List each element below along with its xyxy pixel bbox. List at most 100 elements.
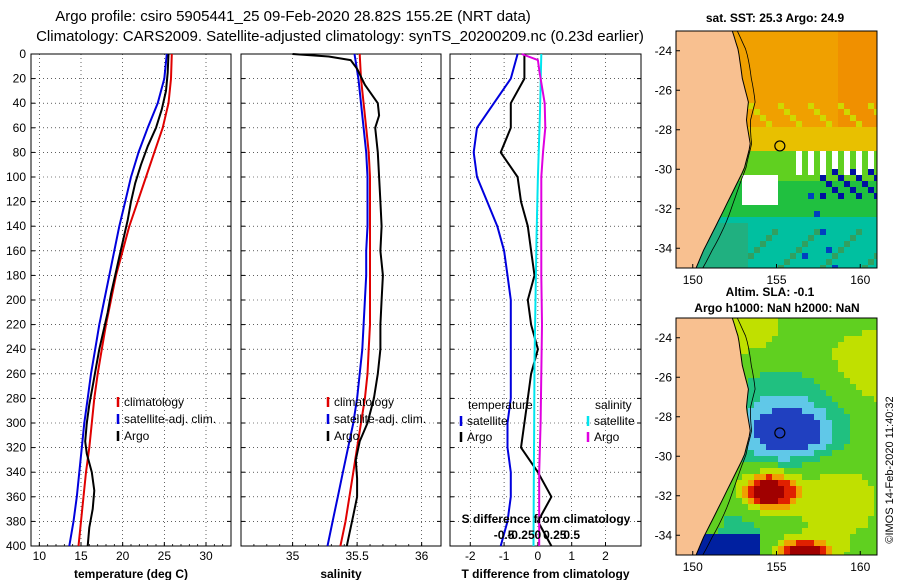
map-cell [850, 516, 857, 523]
map-cell [868, 330, 875, 337]
map-cell [796, 133, 803, 140]
map-cell [862, 37, 869, 44]
map-cell [874, 456, 877, 463]
map-cell [778, 85, 785, 92]
map-cell [748, 474, 755, 481]
map-cell [748, 366, 755, 373]
map-cell [850, 342, 857, 349]
map-cell [832, 468, 839, 475]
map-cell [778, 187, 785, 194]
map-cell [778, 384, 785, 391]
map-cell [802, 49, 809, 56]
map-cell [706, 241, 713, 248]
map-cell [766, 187, 773, 194]
map-cell [820, 498, 827, 505]
map-cell [772, 85, 779, 92]
map-cell [706, 552, 713, 555]
map-cell [796, 187, 803, 194]
map-cell [868, 103, 875, 110]
map-cell [736, 522, 743, 529]
map-cell [850, 127, 857, 134]
map-cell [718, 217, 725, 224]
map-cell [850, 402, 857, 409]
map-y-tick-label: -24 [655, 44, 673, 58]
map-cell [808, 408, 815, 415]
map-cell [808, 121, 815, 128]
map-cell [850, 390, 857, 397]
map-cell [862, 486, 869, 493]
map-cell [838, 91, 845, 98]
map-cell [814, 516, 821, 523]
map-cell [760, 247, 767, 254]
map-cell [832, 229, 839, 236]
map-cell [868, 408, 875, 415]
x-axis-label: salinity [320, 567, 362, 580]
map-cell [790, 378, 797, 385]
map-cell [862, 462, 869, 469]
map-cell [760, 91, 767, 98]
map-cell [808, 229, 815, 236]
map-cell [802, 426, 809, 433]
map-cell [856, 169, 863, 176]
map-cell [796, 480, 803, 487]
map-cell [784, 402, 791, 409]
series-line-temperature-satellite [472, 53, 519, 547]
map-cell [814, 372, 821, 379]
map-cell [772, 336, 779, 343]
y-tick-label: 140 [6, 219, 26, 233]
map-cell [802, 85, 809, 92]
map-cell [856, 97, 863, 104]
map-cell [784, 390, 791, 397]
map-cell [820, 366, 827, 373]
map-cell [814, 438, 821, 445]
map-cell [790, 372, 797, 379]
map-cell [844, 241, 851, 248]
map-cell [718, 235, 725, 242]
map-cell [724, 259, 731, 266]
map-cell [826, 205, 833, 212]
map-cell [832, 133, 839, 140]
argo-float-marker [774, 427, 786, 439]
map-cell [874, 420, 877, 427]
map-cell [838, 432, 845, 439]
map-cell [772, 522, 779, 529]
map-cell [808, 384, 815, 391]
map-cell [790, 366, 797, 373]
map-cell [832, 390, 839, 397]
x-tick-label: -2 [465, 549, 476, 563]
map-cell [766, 133, 773, 140]
map-cell [718, 504, 725, 511]
map-cell [754, 217, 761, 224]
map-cell [718, 223, 725, 230]
map-cell [748, 193, 755, 200]
argo-float-marker [774, 140, 786, 152]
map-cell [766, 235, 773, 242]
map-cell [790, 43, 797, 50]
map-cell [742, 205, 749, 212]
map-cell [778, 31, 785, 38]
map-cell [748, 211, 755, 218]
map-cell [814, 534, 821, 541]
map-cell [850, 480, 857, 487]
map-cell [832, 67, 839, 74]
map-cell [868, 486, 875, 493]
map-cell [850, 372, 857, 379]
map-cell [856, 426, 863, 433]
map-cell [790, 169, 797, 176]
map-cell [748, 223, 755, 230]
map-cell [748, 462, 755, 469]
map-cell [832, 546, 839, 553]
map-cell [874, 67, 877, 74]
map-cell [868, 378, 875, 385]
map-cell [790, 402, 797, 409]
map-cell [850, 444, 857, 451]
map-cell [760, 402, 767, 409]
map-cell [814, 145, 821, 152]
map-cell [832, 366, 839, 373]
map-cell [742, 540, 749, 547]
map-cell [784, 534, 791, 541]
map-cell [856, 265, 863, 268]
map-cell [826, 109, 833, 116]
map-cell [754, 73, 761, 80]
map-cell [844, 540, 851, 547]
